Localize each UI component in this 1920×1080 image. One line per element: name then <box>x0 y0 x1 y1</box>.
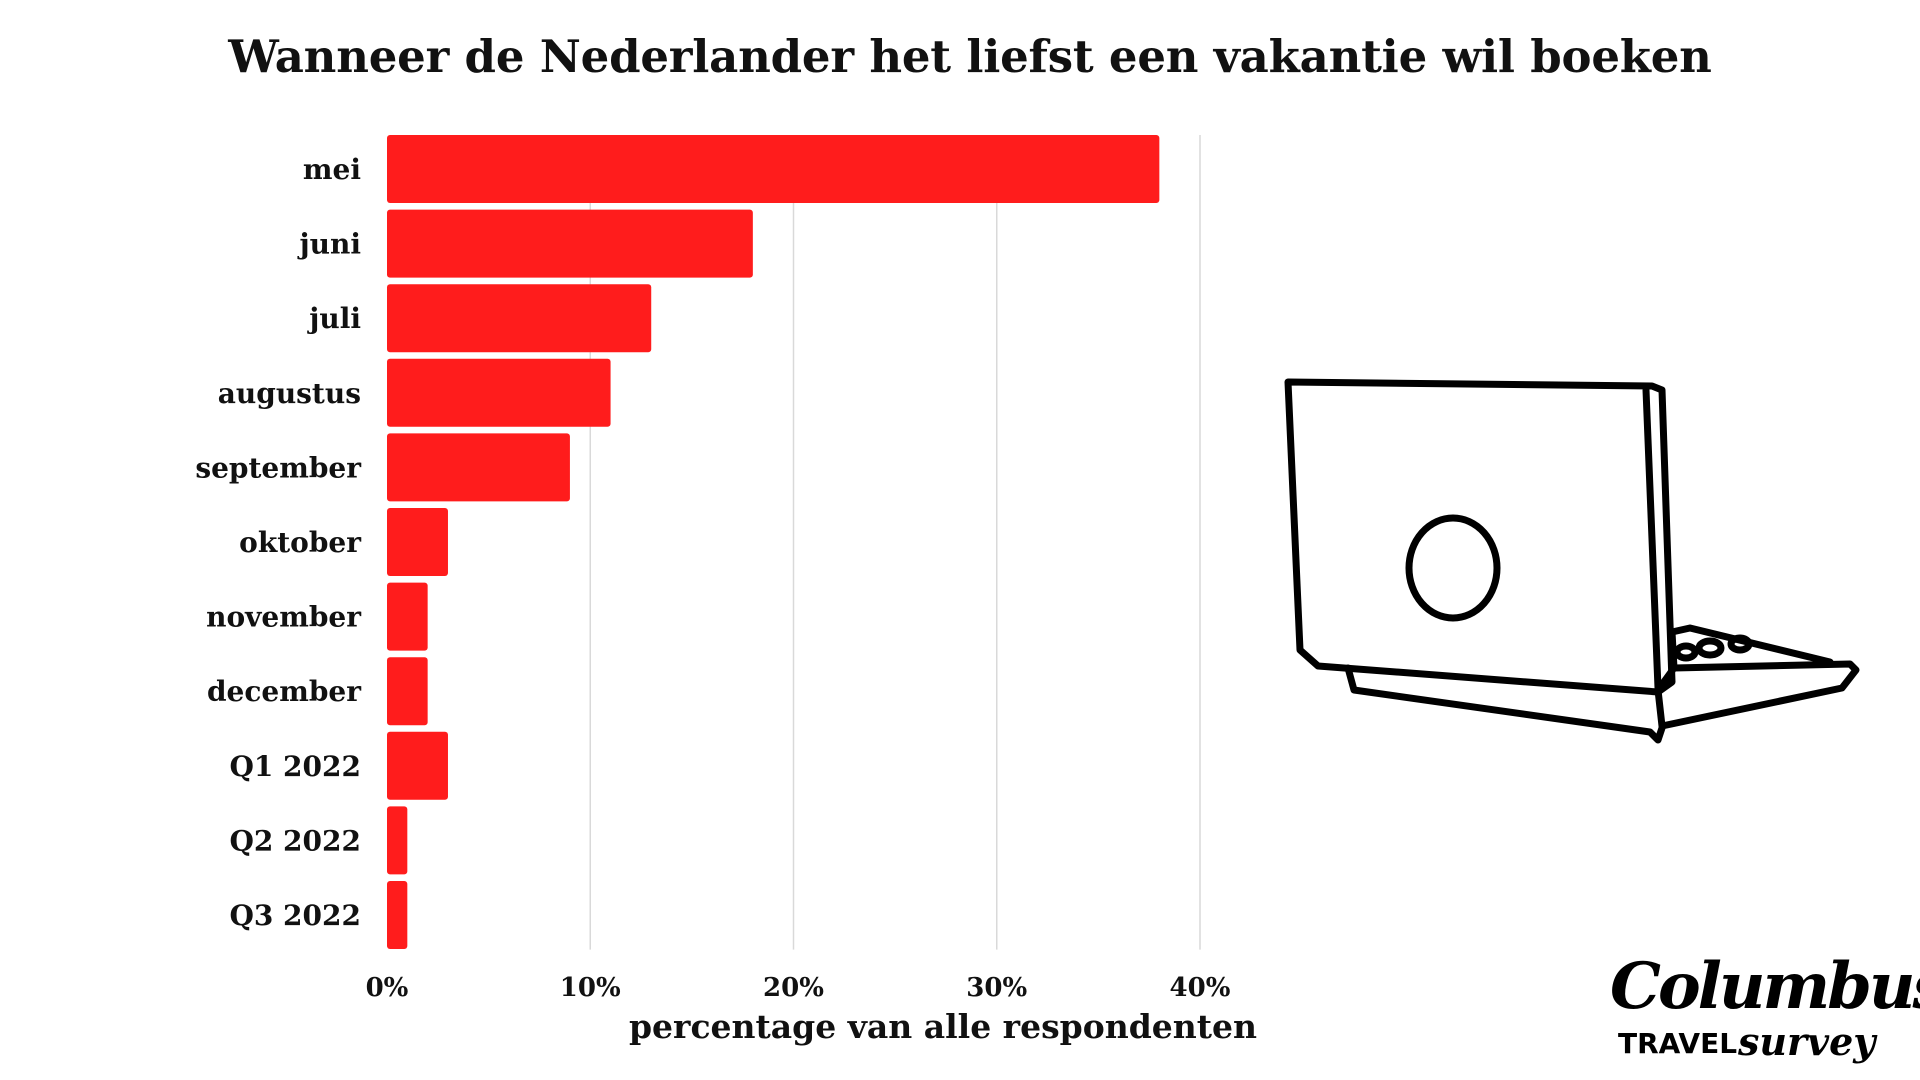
laptop-icon <box>1284 378 1860 744</box>
bars <box>387 135 1160 949</box>
category-label: oktober <box>239 526 362 559</box>
x-tick-label: 0% <box>366 973 409 1003</box>
chart-title: Wanneer de Nederlander het liefst een va… <box>228 30 1712 83</box>
bar-q2-2022 <box>387 806 408 875</box>
category-label: augustus <box>218 377 361 410</box>
bar-q1-2022 <box>387 731 448 800</box>
bar-juli <box>387 284 652 353</box>
x-tick-label: 20% <box>763 973 824 1003</box>
bar-q3-2022 <box>387 881 408 949</box>
logo-survey: survey <box>1738 1019 1876 1064</box>
category-label: mei <box>303 153 361 186</box>
logo-wordmark: Columbus <box>1610 949 1920 1024</box>
logo-travel: TRAVEL <box>1618 1027 1738 1060</box>
category-label: Q3 2022 <box>229 899 361 932</box>
x-tick-label: 10% <box>560 973 621 1003</box>
x-tick-label: 40% <box>1170 973 1231 1003</box>
bar-december <box>387 657 428 726</box>
bar-november <box>387 582 428 651</box>
bar-mei <box>387 135 1160 203</box>
category-labels: mei juni juli augustus september oktober novem… <box>195 153 362 932</box>
category-label: november <box>206 601 362 634</box>
x-axis-title: percentage van alle respondenten <box>629 1007 1257 1046</box>
category-label: september <box>195 451 362 484</box>
bar-augustus <box>387 358 611 427</box>
category-label: Q2 2022 <box>229 824 361 857</box>
bar-juni <box>387 209 753 278</box>
x-tick-label: 30% <box>966 973 1027 1003</box>
columbus-logo: Columbus TRAVEL survey <box>1610 955 1920 1065</box>
bar-oktober <box>387 508 448 576</box>
bar-september <box>387 433 570 502</box>
tick-labels: 0% 10% 20% 30% 40% <box>366 973 1231 1003</box>
category-label: december <box>207 675 362 708</box>
category-label: juni <box>297 228 361 261</box>
category-label: juli <box>306 302 361 335</box>
category-label: Q1 2022 <box>229 750 361 783</box>
